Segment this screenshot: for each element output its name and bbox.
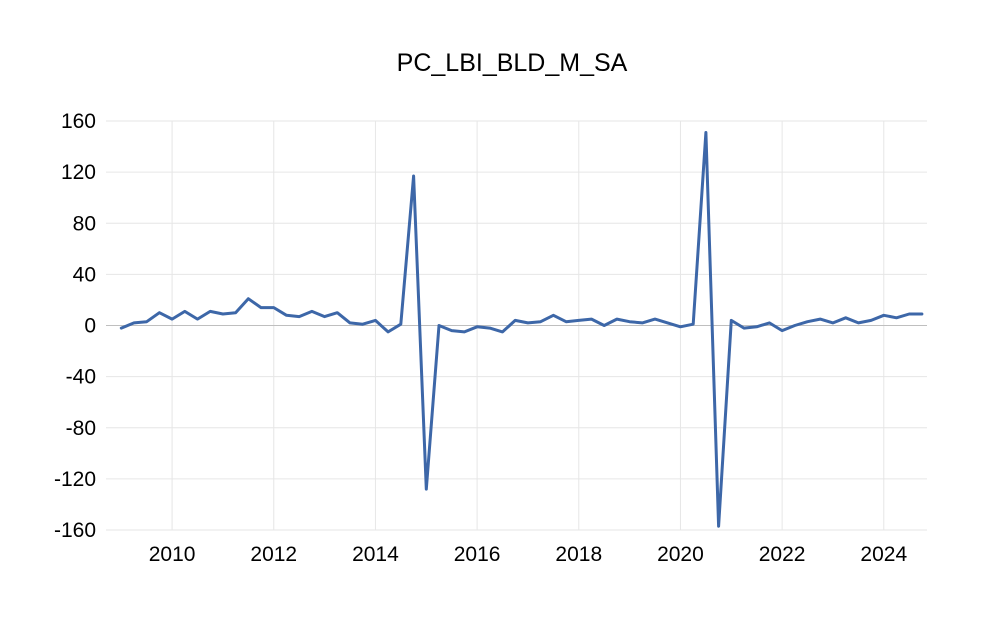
y-tick-label: 80 [73, 212, 96, 235]
y-tick-label: 0 [84, 315, 96, 338]
x-tick-label: 2014 [352, 543, 399, 566]
x-tick-label: 2010 [149, 543, 196, 566]
y-tick-label: 40 [73, 263, 96, 286]
y-tick-label: -80 [66, 417, 96, 440]
y-tick-label: 160 [61, 110, 96, 133]
x-tick-label: 2012 [250, 543, 297, 566]
y-tick-label: -120 [54, 468, 96, 491]
series-line [119, 131, 924, 528]
chart-title: PC_LBI_BLD_M_SA [397, 49, 628, 77]
tick-labels: 160 120 80 40 0 -40 -80 -120 -160 2010 2012 2014 201… [54, 110, 907, 566]
y-tick-label: 120 [61, 161, 96, 184]
y-tick-label: -40 [66, 366, 96, 389]
x-tick-label: 2024 [860, 543, 907, 566]
x-tick-label: 2016 [454, 543, 501, 566]
x-tick-label: 2018 [555, 543, 602, 566]
x-tick-label: 2020 [657, 543, 704, 566]
y-tick-label: -160 [54, 519, 96, 542]
series-layer [119, 131, 924, 528]
x-tick-label: 2022 [759, 543, 806, 566]
